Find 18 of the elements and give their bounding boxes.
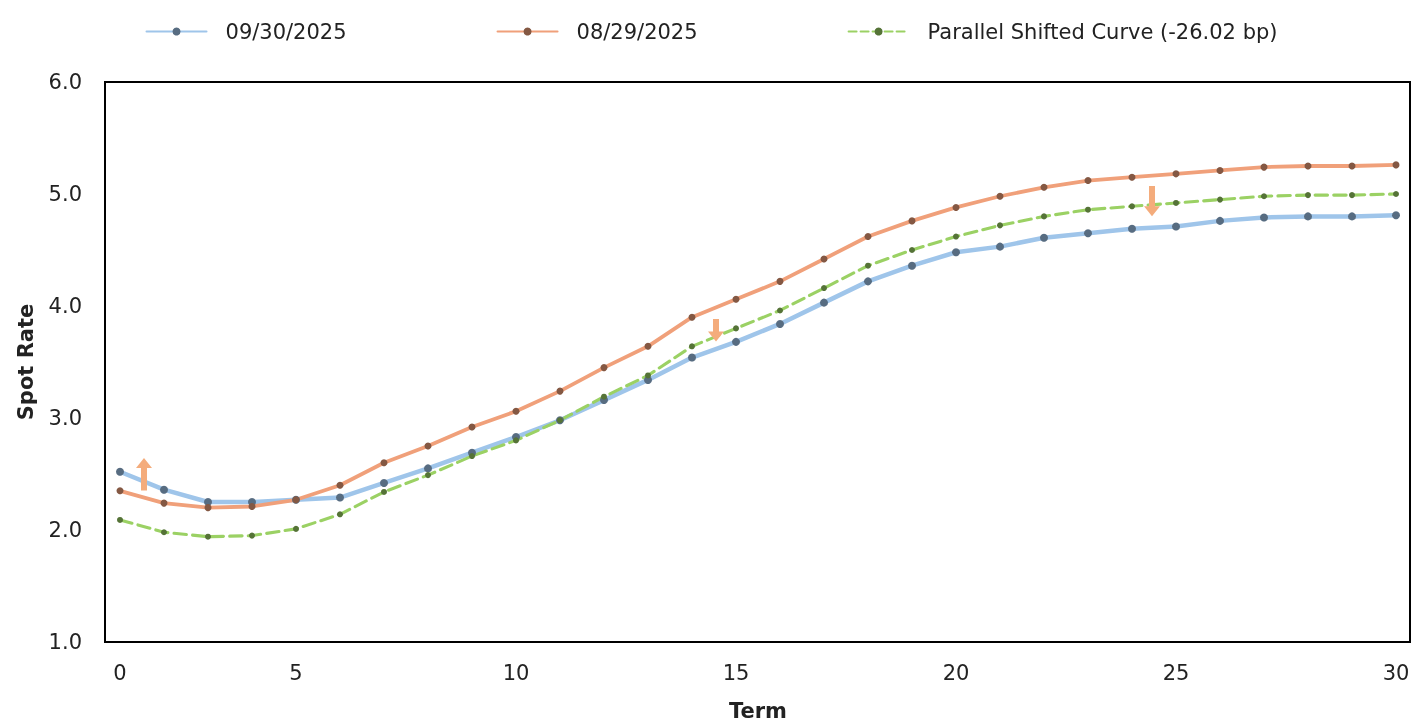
x-tick-label: 10 xyxy=(502,660,530,685)
x-tick-label: 15 xyxy=(722,660,750,685)
x-tick-label: 20 xyxy=(942,660,970,685)
x-tick-label: 25 xyxy=(1162,660,1190,685)
y-tick-label: 6.0 xyxy=(48,70,82,94)
y-tick-label: 5.0 xyxy=(48,182,82,206)
y-axis-title: Spot Rate xyxy=(13,303,38,421)
legend-label: 09/30/2025 xyxy=(225,19,347,44)
x-tick-label: 5 xyxy=(289,660,303,685)
y-tick-label: 2.0 xyxy=(48,518,82,542)
legend-label: Parallel Shifted Curve (-26.02 bp) xyxy=(927,19,1278,44)
x-tick-label: 0 xyxy=(113,660,127,685)
y-tick-label: 4.0 xyxy=(48,294,82,318)
y-tick-label: 3.0 xyxy=(48,406,82,430)
x-axis-title: Term xyxy=(728,698,788,723)
y-tick-label: 1.0 xyxy=(48,630,82,654)
legend-label: 08/29/2025 xyxy=(576,19,698,44)
x-tick-label: 30 xyxy=(1382,660,1410,685)
